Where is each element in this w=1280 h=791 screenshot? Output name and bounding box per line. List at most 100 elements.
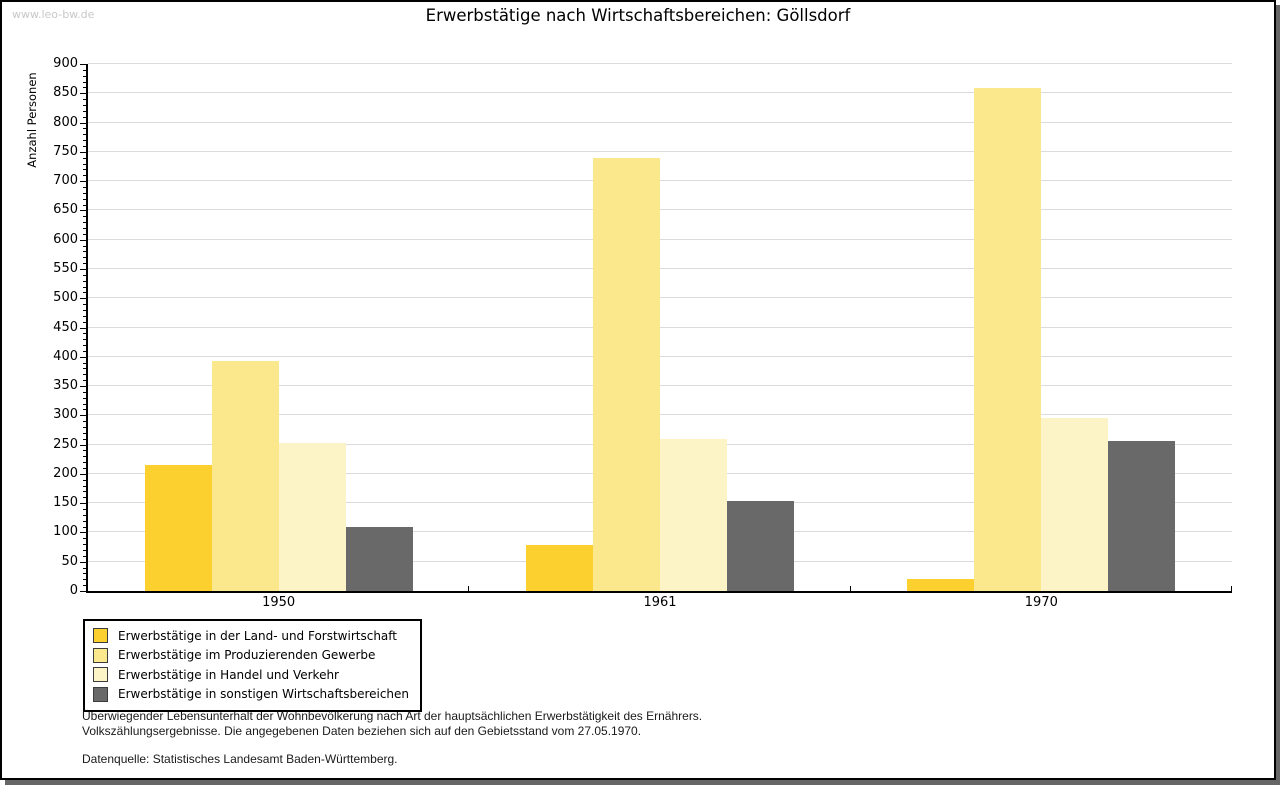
y-minor-tick-190 [83, 479, 86, 481]
y-tick-label-350: 350 [53, 378, 78, 394]
gridline-350 [88, 385, 1232, 387]
y-minor-tick-830 [83, 104, 86, 106]
y-minor-tick-510 [83, 292, 86, 294]
y-tick-label-250: 250 [53, 436, 78, 452]
y-major-tick-850 [80, 93, 86, 95]
bar-1950-series-2 [211, 361, 279, 591]
y-minor-tick-460 [83, 321, 86, 323]
y-minor-tick-240 [83, 450, 86, 452]
y-minor-tick-270 [83, 432, 86, 434]
watermark: www.leo-bw.de [12, 8, 95, 21]
y-major-tick-250 [80, 444, 86, 446]
bar-1970-series-2 [974, 88, 1042, 591]
legend-item-2: Erwerbstätige im Produzierenden Gewerbe [93, 646, 409, 666]
y-minor-tick-220 [83, 462, 86, 464]
y-major-tick-500 [80, 298, 86, 300]
legend-swatch-3 [93, 667, 108, 683]
y-tick-label-50: 50 [61, 553, 78, 569]
bar-1950-series-3 [278, 443, 346, 591]
y-tick-label-850: 850 [53, 85, 78, 101]
x-tick-label-1961: 1961 [643, 595, 677, 610]
y-major-tick-100 [80, 532, 86, 534]
y-minor-tick-470 [83, 315, 86, 317]
y-minor-tick-860 [83, 87, 86, 89]
y-tick-label-300: 300 [53, 407, 78, 423]
y-minor-tick-630 [83, 222, 86, 224]
y-minor-tick-70 [83, 550, 86, 551]
gridline-850 [88, 92, 1232, 94]
y-minor-tick-760 [83, 145, 86, 147]
y-minor-tick-740 [83, 157, 86, 159]
y-minor-tick-130 [83, 514, 86, 516]
y-tick-label-700: 700 [53, 173, 78, 189]
y-minor-tick-370 [83, 374, 86, 376]
y-tick-label-800: 800 [53, 114, 78, 130]
footnote-line-1: Überwiegender Lebensunterhalt der Wohnbe… [82, 709, 703, 723]
legend-item-4: Erwerbstätige in sonstigen Wirtschaftsbe… [93, 685, 409, 705]
gridline-800 [88, 121, 1232, 123]
y-minor-tick-440 [83, 333, 86, 335]
gridline-700 [88, 180, 1232, 182]
y-minor-tick-730 [83, 163, 86, 165]
y-minor-tick-590 [83, 245, 86, 247]
y-major-tick-450 [80, 327, 86, 329]
gridline-500 [88, 297, 1232, 299]
y-minor-tick-670 [83, 198, 86, 200]
y-minor-tick-110 [83, 526, 86, 528]
bar-1970-series-4 [1108, 441, 1176, 591]
y-minor-tick-610 [83, 233, 86, 235]
y-minor-tick-340 [83, 391, 86, 393]
legend-swatch-2 [93, 647, 108, 663]
y-tick-label-0: 0 [69, 583, 78, 598]
y-minor-tick-380 [83, 368, 86, 370]
bar-1970-series-3 [1041, 418, 1109, 591]
y-tick-label-100: 100 [53, 524, 78, 540]
legend-swatch-1 [93, 628, 108, 644]
y-tick-label-600: 600 [53, 231, 78, 247]
y-major-tick-350 [80, 386, 86, 388]
gridline-300 [88, 414, 1232, 416]
y-major-tick-550 [80, 268, 86, 270]
bar-1950-series-4 [345, 527, 413, 591]
y-minor-tick-420 [83, 345, 86, 347]
y-major-tick-200 [80, 473, 86, 475]
y-minor-tick-560 [83, 263, 86, 265]
y-minor-tick-170 [83, 491, 86, 493]
y-minor-tick-290 [83, 421, 86, 423]
footnote: Überwiegender Lebensunterhalt der Wohnbe… [82, 709, 702, 738]
y-major-tick-50 [80, 561, 86, 563]
y-minor-tick-210 [83, 468, 86, 470]
y-minor-tick-90 [83, 538, 86, 540]
bar-1961-series-1 [526, 545, 593, 591]
y-minor-tick-680 [83, 192, 86, 194]
y-minor-tick-520 [83, 286, 86, 288]
y-major-tick-800 [80, 122, 86, 124]
y-minor-tick-40 [83, 567, 86, 569]
plot-area [86, 63, 1232, 593]
legend-label-4: Erwerbstätige in sonstigen Wirtschaftsbe… [118, 687, 410, 702]
chart-title: Erwerbstätige nach Wirtschaftsbereichen:… [425, 6, 851, 25]
y-minor-tick-720 [83, 169, 86, 171]
y-minor-tick-410 [83, 350, 86, 352]
legend-item-1: Erwerbstätige in der Land- und Forstwirt… [93, 626, 409, 646]
y-minor-tick-710 [83, 175, 86, 177]
gridline-400 [88, 355, 1232, 357]
y-minor-tick-360 [83, 380, 86, 382]
legend-label-1: Erwerbstätige in der Land- und Forstwirt… [118, 628, 397, 643]
gridline-650 [88, 209, 1232, 211]
y-minor-tick-570 [83, 257, 86, 259]
y-minor-tick-490 [83, 304, 86, 306]
y-tick-label-650: 650 [53, 202, 78, 218]
y-minor-tick-820 [83, 110, 86, 112]
y-minor-tick-790 [83, 128, 86, 130]
x-boundary-tick-3 [1231, 586, 1232, 591]
y-minor-tick-30 [83, 573, 86, 575]
y-minor-tick-120 [83, 520, 86, 522]
y-minor-tick-770 [83, 140, 86, 142]
y-tick-label-400: 400 [53, 348, 78, 364]
y-minor-tick-620 [83, 227, 86, 229]
y-minor-tick-280 [83, 427, 86, 429]
y-minor-tick-80 [83, 544, 86, 546]
gridline-600 [88, 238, 1232, 240]
y-tick-label-900: 900 [53, 56, 78, 71]
